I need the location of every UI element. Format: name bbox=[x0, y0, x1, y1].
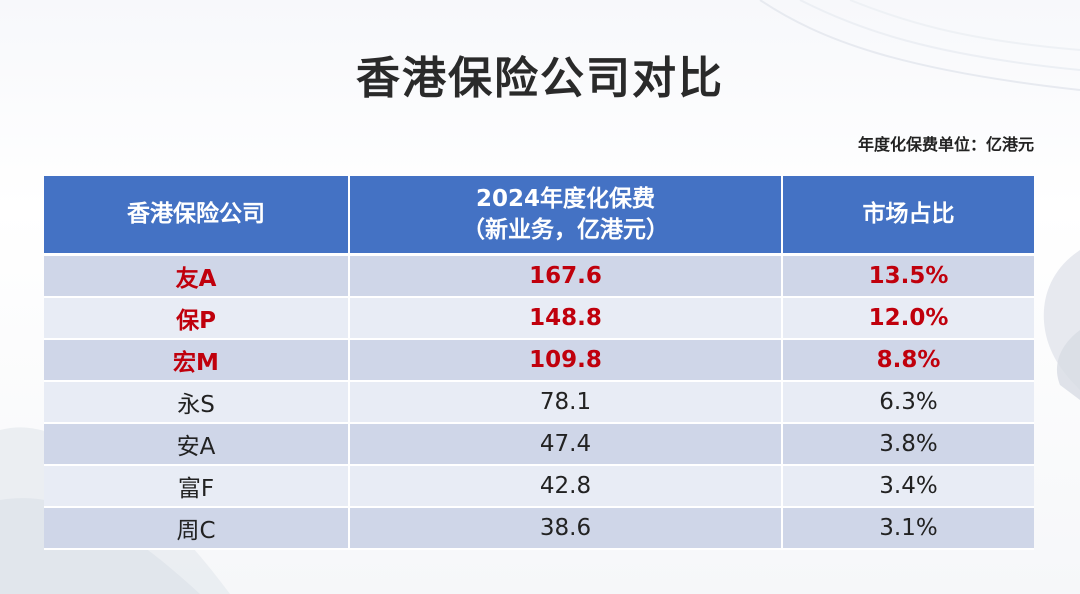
header-premium-line2: （新业务，亿港元） bbox=[462, 216, 669, 243]
page-title: 香港保险公司对比 bbox=[356, 53, 724, 104]
table-row: 友A 167.6 13.5% bbox=[44, 254, 1034, 298]
cell-company: 宏M bbox=[44, 339, 350, 382]
table-row: 永S 78.1 6.3% bbox=[44, 381, 1034, 424]
unit-note: 年度化保费单位：亿港元 bbox=[857, 135, 1034, 154]
cell-premium: 148.8 bbox=[349, 297, 783, 340]
cell-company: 安A bbox=[44, 423, 350, 466]
cell-share: 6.3% bbox=[782, 381, 1034, 424]
header-premium: 2024年度化保费 （新业务，亿港元） bbox=[349, 176, 783, 256]
cell-premium: 109.8 bbox=[349, 339, 783, 382]
cell-premium: 78.1 bbox=[349, 381, 783, 424]
cell-premium: 42.8 bbox=[349, 465, 783, 508]
table-header-row: 香港保险公司 2024年度化保费 （新业务，亿港元） 市场占比 bbox=[44, 176, 1034, 256]
cell-share: 3.8% bbox=[782, 423, 1034, 466]
cell-share: 3.4% bbox=[782, 465, 1034, 508]
cell-premium: 38.6 bbox=[349, 507, 783, 550]
table-row: 保P 148.8 12.0% bbox=[44, 297, 1034, 340]
cell-share: 3.1% bbox=[782, 507, 1034, 550]
header-company: 香港保险公司 bbox=[44, 176, 350, 256]
cell-company: 永S bbox=[44, 381, 350, 424]
table-row: 安A 47.4 3.8% bbox=[44, 423, 1034, 466]
cell-company: 友A bbox=[44, 254, 350, 298]
cell-share: 8.8% bbox=[782, 339, 1034, 382]
insurer-comparison-table: 香港保险公司 2024年度化保费 （新业务，亿港元） 市场占比 友A 167.6… bbox=[44, 176, 1034, 550]
table-row: 宏M 109.8 8.8% bbox=[44, 339, 1034, 382]
header-share: 市场占比 bbox=[782, 176, 1034, 256]
cell-premium: 167.6 bbox=[349, 254, 783, 298]
cell-share: 12.0% bbox=[782, 297, 1034, 340]
cell-company: 周C bbox=[44, 507, 350, 550]
cell-premium: 47.4 bbox=[349, 423, 783, 466]
cell-company: 保P bbox=[44, 297, 350, 340]
table-row: 富F 42.8 3.4% bbox=[44, 465, 1034, 508]
table-row: 周C 38.6 3.1% bbox=[44, 507, 1034, 550]
cell-company: 富F bbox=[44, 465, 350, 508]
header-premium-line1: 2024年度化保费 bbox=[475, 185, 655, 212]
cell-share: 13.5% bbox=[782, 254, 1034, 298]
